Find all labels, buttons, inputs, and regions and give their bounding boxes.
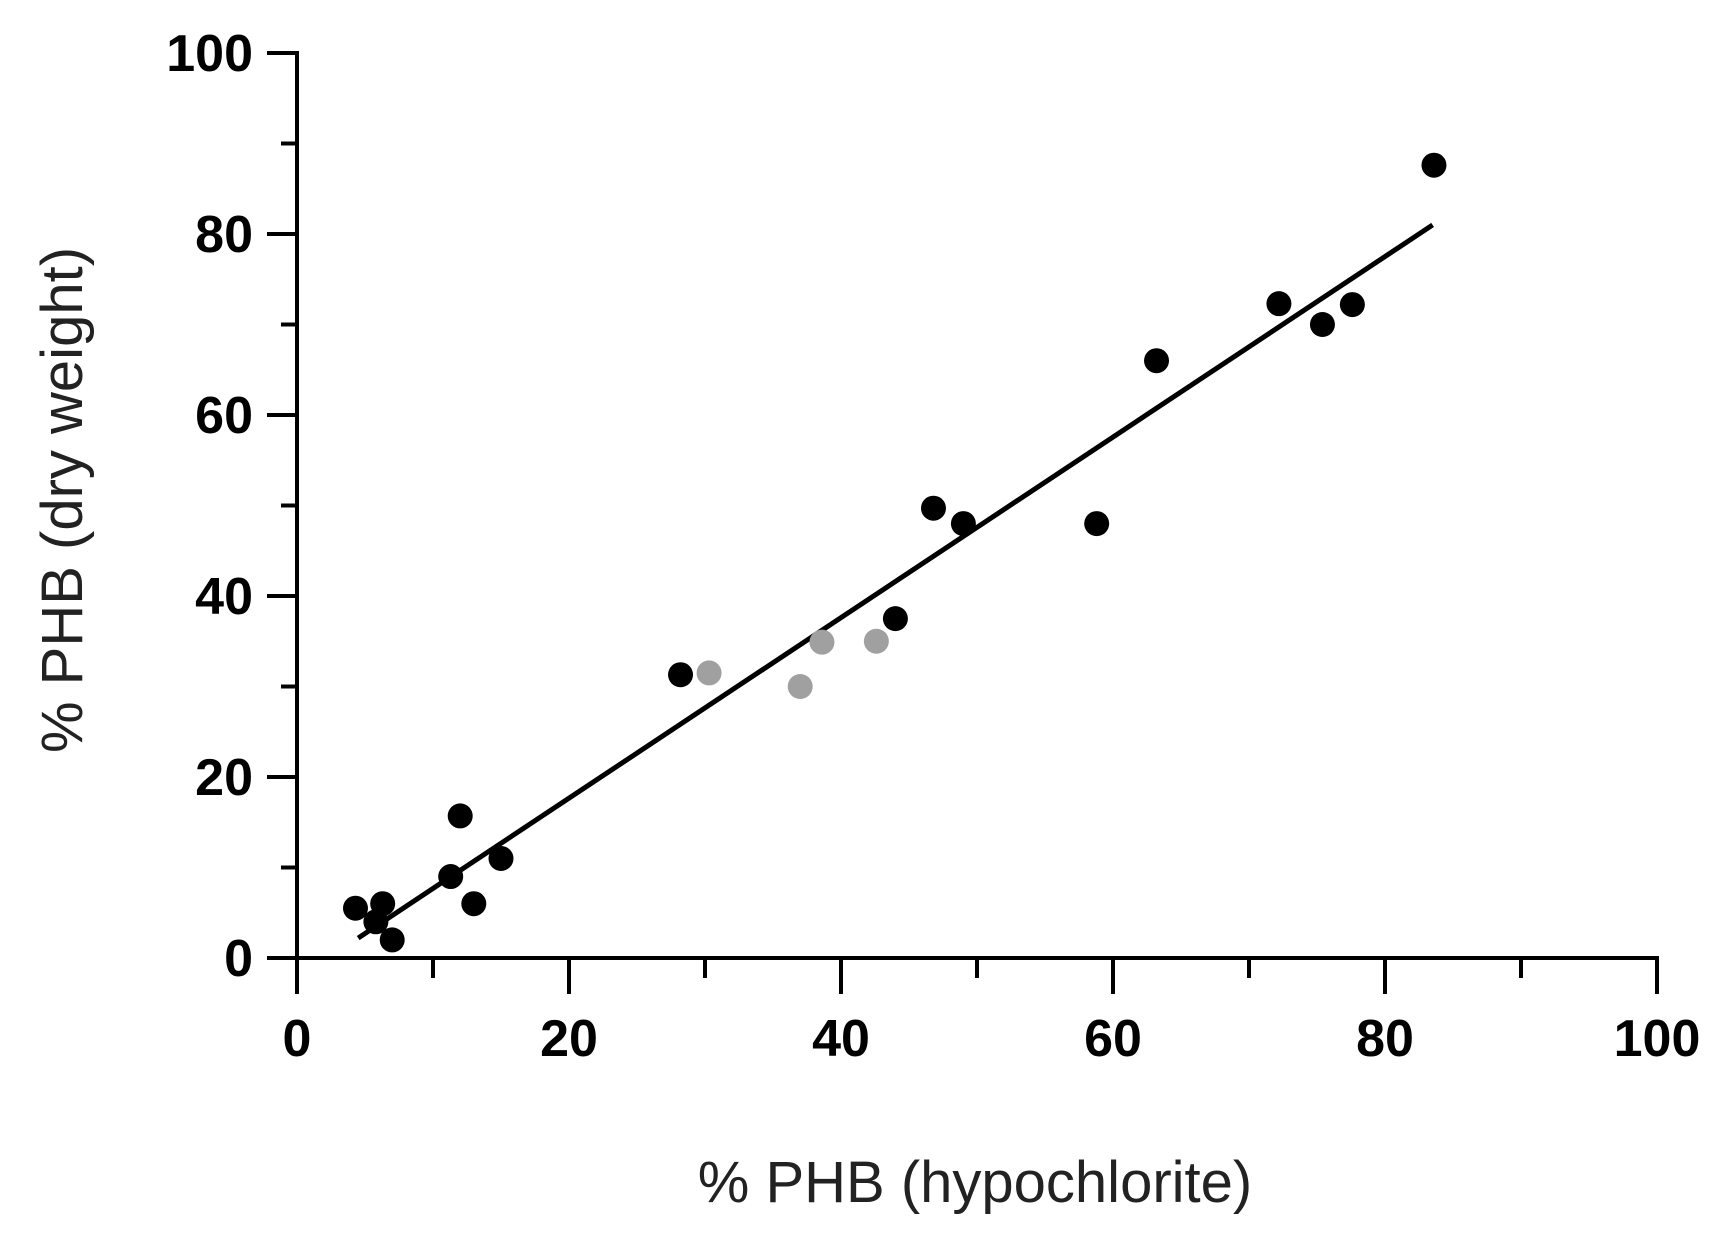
data-point-black (461, 891, 487, 917)
x-tick-label: 0 (283, 1010, 312, 1068)
linear-fit-line (356, 222, 1434, 941)
y-tick-label: 80 (195, 206, 253, 264)
y-tick-label: 40 (195, 568, 253, 626)
data-point-black (488, 845, 514, 871)
fit-layer (356, 222, 1434, 941)
x-tick-label: 80 (1356, 1010, 1414, 1068)
data-point-black (1309, 312, 1335, 337)
y-tick-label: 0 (224, 930, 253, 988)
data-point-gray (696, 660, 722, 686)
x-tick-label: 40 (812, 1010, 870, 1068)
data-point-black (950, 511, 976, 537)
x-axis-ticks: 0 20 40 60 80 100 (283, 958, 1701, 1068)
y-axis-ticks: 0 20 40 60 80 100 (166, 25, 297, 988)
data-point-black (438, 864, 464, 890)
data-point-black (882, 606, 908, 632)
data-point-black (1144, 348, 1170, 374)
data-point-black (1084, 511, 1110, 537)
y-axis-title: % PHB (dry weight) (30, 247, 95, 753)
x-axis-title: % PHB (hypochlorite) (698, 1150, 1252, 1215)
y-tick-label: 100 (166, 25, 253, 83)
data-point-black (1339, 292, 1365, 318)
x-tick-label: 100 (1614, 1010, 1701, 1068)
data-point-black (1266, 291, 1292, 317)
points-layer (342, 152, 1447, 953)
data-point-gray (787, 674, 813, 699)
data-point-black (668, 662, 694, 688)
x-tick-label: 60 (1084, 1010, 1142, 1068)
y-tick-label: 20 (195, 749, 253, 807)
data-point-gray (863, 628, 889, 654)
data-point-black (342, 895, 368, 921)
data-point-black (447, 803, 473, 829)
plot-area: 0 20 40 60 80 100 0 20 40 60 80 100 (166, 25, 1700, 1068)
data-point-black (379, 927, 405, 953)
data-point-black (363, 909, 389, 935)
y-tick-label: 60 (195, 387, 253, 445)
data-point-black (1421, 152, 1447, 178)
x-tick-label: 20 (540, 1010, 598, 1068)
data-point-black (920, 495, 946, 521)
data-point-gray (809, 629, 835, 655)
